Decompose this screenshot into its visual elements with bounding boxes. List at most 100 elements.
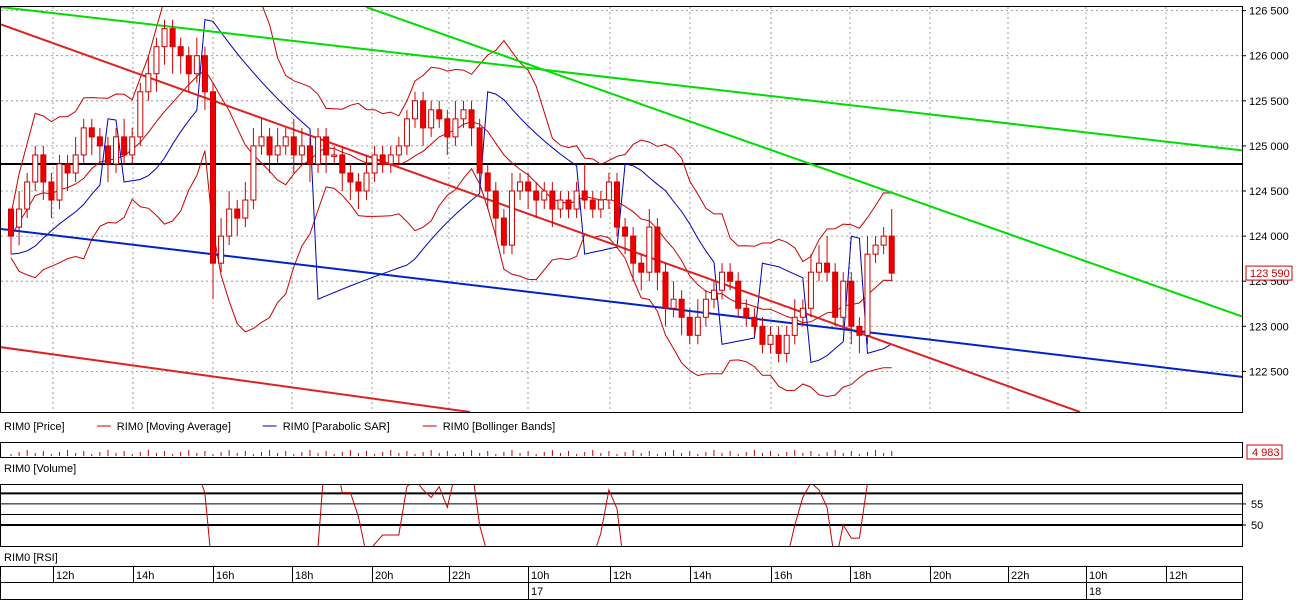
- candle-body: [735, 280, 742, 309]
- candle-body: [226, 208, 233, 237]
- date-label: 18: [1089, 586, 1101, 598]
- candle-body: [290, 136, 297, 156]
- time-axis-labels: 12h 14h 16h 18h 20h 22h 10h 12h 14h 16h 18h 20h 22h 1…: [53, 567, 1187, 599]
- time-tick-label: 12h: [613, 570, 631, 582]
- legend-entry: RIM0 [Price]: [4, 421, 65, 433]
- candles: [8, 19, 895, 363]
- price-tick-label: 125 000: [1249, 141, 1289, 153]
- candle-body: [654, 226, 661, 273]
- candle-body: [525, 181, 532, 192]
- candle-body: [872, 244, 879, 255]
- candle-body: [177, 46, 184, 57]
- time-tick-label: 18h: [295, 570, 313, 582]
- candle-body: [403, 118, 410, 147]
- candle-body: [8, 208, 14, 237]
- candle-body: [799, 307, 806, 318]
- rsi-panel-title: RIM0 [RSI]: [4, 552, 58, 564]
- price-tick-label: 124 000: [1249, 231, 1289, 243]
- candle-body: [250, 145, 257, 201]
- candle-body: [121, 136, 128, 156]
- candle-body: [832, 271, 839, 318]
- candle-body: [315, 136, 322, 165]
- candle-body: [169, 28, 176, 48]
- time-tick-label: 14h: [136, 570, 154, 582]
- candle-body: [549, 190, 556, 210]
- price-axis: 126 500 126 000 125 500 125 000 124 500 124 0…: [1242, 6, 1293, 378]
- legend-entry: RIM0 [Bollinger Bands]: [443, 421, 556, 433]
- candle-body: [807, 271, 814, 309]
- price-tick-label: 126 000: [1249, 51, 1289, 63]
- volume-bars: [10, 450, 893, 456]
- rsi-series: [1, 485, 1242, 546]
- candle-body: [492, 190, 499, 219]
- candle-body: [719, 271, 726, 291]
- moving-average-line: [10, 69, 892, 324]
- candle-body: [686, 316, 693, 336]
- candle-body: [541, 190, 548, 201]
- candle-body: [500, 217, 507, 246]
- candle-body: [64, 163, 71, 174]
- candle-body: [614, 181, 620, 228]
- candle-body: [258, 136, 265, 147]
- last-price-label: 123 590: [1250, 268, 1290, 280]
- candle-body: [420, 100, 427, 129]
- candle-body: [282, 136, 289, 147]
- time-tick-label: 22h: [1011, 570, 1029, 582]
- time-tick-label: 18h: [853, 570, 871, 582]
- candle-body: [710, 289, 717, 300]
- candle-body: [88, 127, 95, 138]
- candle-body: [759, 325, 766, 345]
- trendline: [1, 7, 1242, 152]
- bollinger-lower-band: [10, 150, 892, 398]
- candle-body: [557, 199, 564, 210]
- candle-body: [727, 271, 734, 282]
- rsi-axis: 55 50: [1242, 499, 1263, 532]
- trendline: [1, 346, 471, 412]
- legend-entry: RIM0 [Parabolic SAR]: [283, 421, 390, 433]
- candle-body: [298, 145, 305, 156]
- candle-body: [694, 316, 701, 336]
- candle-body: [412, 100, 418, 120]
- time-tick-label: 10h: [531, 570, 549, 582]
- candle-body: [56, 163, 63, 201]
- time-tick-label: 12h: [56, 570, 74, 582]
- rsi-tick-label: 55: [1251, 499, 1263, 511]
- candle-body: [16, 208, 23, 228]
- candle-body: [306, 145, 313, 165]
- candle-body: [274, 145, 281, 156]
- parabolic-sar-line: [10, 18, 892, 364]
- candle-body: [848, 280, 855, 327]
- candle-body: [218, 235, 225, 264]
- legend: RIM0 [Price] RIM0 [Moving Average] RIM0 [P…: [4, 421, 555, 433]
- candle-body: [379, 154, 386, 165]
- legend-entry: RIM0 [Moving Average]: [117, 421, 231, 433]
- candle-body: [816, 262, 822, 273]
- candle-body: [476, 127, 483, 174]
- candle-body: [24, 181, 31, 210]
- candle-body: [428, 109, 435, 129]
- candle-body: [460, 109, 467, 120]
- trendline: [365, 7, 1242, 318]
- time-tick-label: 10h: [1089, 570, 1107, 582]
- candle-body: [565, 199, 572, 210]
- candle-body: [129, 136, 136, 156]
- time-tick-label: 20h: [933, 570, 951, 582]
- last-price-box: [1245, 265, 1293, 281]
- candle-body: [395, 145, 402, 156]
- candle-body: [72, 154, 79, 174]
- candle-body: [840, 280, 847, 318]
- candle-body: [371, 154, 378, 174]
- candle-body: [323, 136, 330, 156]
- trendline: [1, 23, 1081, 412]
- candle-body: [331, 154, 338, 157]
- candle-body: [638, 262, 645, 273]
- volume-panel-title: RIM0 [Volume]: [4, 463, 76, 475]
- candle-body: [104, 145, 111, 165]
- candle-body: [387, 154, 394, 165]
- volume-value-label: 4 983: [1252, 447, 1280, 459]
- volume-panel: [0, 442, 1243, 458]
- candle-body: [145, 73, 152, 93]
- candle-body: [767, 334, 774, 345]
- candle-body: [355, 181, 362, 192]
- candle-body: [517, 181, 524, 192]
